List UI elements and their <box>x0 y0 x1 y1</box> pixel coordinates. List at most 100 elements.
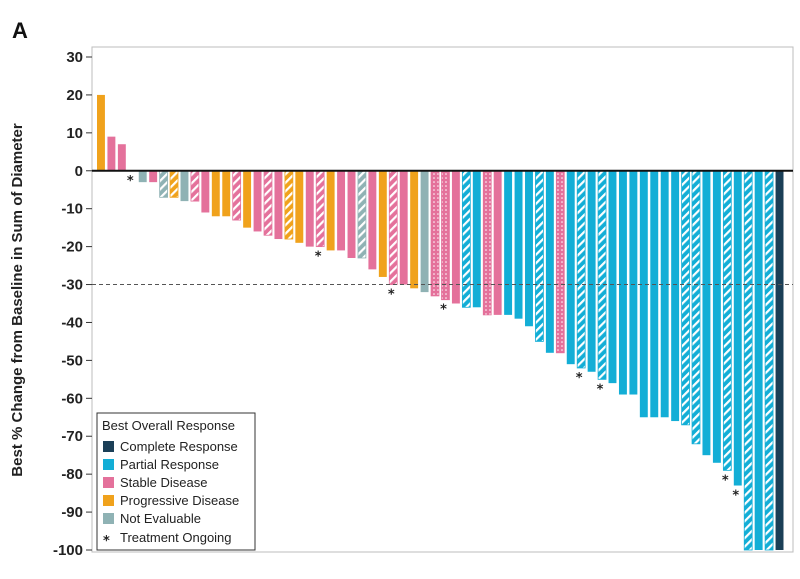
bar-stable-disease <box>201 170 210 213</box>
bar-partial-response <box>671 170 680 422</box>
treatment-ongoing-marker: * <box>732 489 739 504</box>
bar-partial-response <box>587 170 596 372</box>
treatment-ongoing-marker: * <box>440 303 447 318</box>
bar-partial-response <box>576 170 586 369</box>
bar-progressive-disease <box>410 170 419 289</box>
bar-stable-disease <box>337 170 346 251</box>
bar-partial-response <box>660 170 669 418</box>
y-tick-label: 20 <box>66 87 83 104</box>
bar-progressive-disease <box>243 170 252 228</box>
treatment-ongoing-marker: * <box>315 250 322 265</box>
bar-progressive-disease <box>284 170 294 240</box>
bar-not-evaluable <box>357 170 367 259</box>
bar-stable-disease <box>253 170 262 232</box>
bar-stable-disease <box>232 170 242 221</box>
treatment-ongoing-marker: * <box>388 288 395 303</box>
bar-progressive-disease <box>295 170 304 243</box>
bar-stable-disease <box>305 170 314 247</box>
legend-swatch-partial-response <box>103 459 114 470</box>
bar-partial-response <box>743 170 753 551</box>
bar-complete-response <box>775 170 784 550</box>
bar-progressive-disease <box>222 170 231 217</box>
bar-not-evaluable <box>159 170 168 198</box>
legend-symbol-treatment-ongoing: * <box>103 534 110 549</box>
y-tick-label: 30 <box>66 49 83 66</box>
panel-label: A <box>12 18 28 43</box>
bar-partial-response <box>525 170 533 327</box>
bar-stable-disease <box>555 170 565 354</box>
y-tick-label: -40 <box>61 314 83 331</box>
bar-progressive-disease <box>97 94 105 171</box>
bar-partial-response <box>722 170 732 471</box>
legend-swatch-complete-response <box>103 441 114 452</box>
legend-label-partial-response: Partial Response <box>120 457 219 472</box>
bar-partial-response <box>461 170 471 308</box>
treatment-ongoing-marker: * <box>127 174 134 189</box>
y-tick-label: -30 <box>61 277 83 294</box>
bar-progressive-disease <box>378 170 387 277</box>
bar-stable-disease <box>149 170 158 183</box>
y-axis-label: Best % Change from Baseline in Sum of Di… <box>9 123 26 477</box>
bar-partial-response <box>691 170 701 445</box>
bar-partial-response <box>566 170 575 365</box>
plot-frame <box>91 46 794 553</box>
bar-partial-response <box>472 170 481 308</box>
bar-partial-response <box>639 170 648 418</box>
bar-stable-disease <box>107 136 116 171</box>
bar-partial-response <box>608 170 617 384</box>
bar-stable-disease <box>117 144 126 171</box>
bars-layer <box>97 94 784 551</box>
y-axis: 30 20 10 0 -10 -20 -30 -40 -50 -60 -70 -80 -90 -100 <box>53 49 92 559</box>
legend-box <box>96 412 256 551</box>
y-tick-label: -70 <box>61 428 83 445</box>
legend-swatch-not-evaluable <box>103 513 114 524</box>
bar-stable-disease <box>368 170 377 270</box>
bar-partial-response <box>764 170 774 551</box>
bar-partial-response <box>535 170 544 342</box>
bar-stable-disease <box>190 170 200 202</box>
y-tick-label: -20 <box>61 239 83 256</box>
legend-swatch-stable-disease <box>103 477 114 488</box>
legend-label-complete-response: Complete Response <box>120 439 238 454</box>
ongoing-markers-layer: ******** <box>127 174 739 504</box>
bar-progressive-disease <box>169 170 179 198</box>
bar-partial-response <box>514 170 523 319</box>
bar-not-evaluable <box>180 170 189 202</box>
treatment-ongoing-marker: * <box>722 473 729 488</box>
bar-stable-disease <box>493 170 502 315</box>
bar-stable-disease <box>482 170 492 316</box>
y-tick-label: -50 <box>61 352 83 369</box>
bar-stable-disease <box>274 170 283 240</box>
treatment-ongoing-marker: * <box>597 382 604 397</box>
bar-partial-response <box>629 170 638 395</box>
bar-stable-disease <box>388 170 398 285</box>
legend-title: Best Overall Response <box>102 418 235 433</box>
legend-label-stable-disease: Stable Disease <box>120 475 207 490</box>
y-tick-label: -90 <box>61 504 83 521</box>
bar-partial-response <box>504 170 513 315</box>
bar-partial-response <box>733 170 742 486</box>
y-tick-label: -80 <box>61 466 83 483</box>
bar-partial-response <box>681 170 690 426</box>
bar-not-evaluable <box>138 170 147 183</box>
bar-stable-disease <box>315 170 325 248</box>
treatment-ongoing-marker: * <box>576 371 583 386</box>
bar-stable-disease <box>347 170 356 258</box>
legend-label-progressive-disease: Progressive Disease <box>120 493 239 508</box>
y-tick-label: -100 <box>53 542 83 559</box>
legend-label-treatment-ongoing: Treatment Ongoing <box>120 530 232 545</box>
legend-swatch-progressive-disease <box>103 495 114 506</box>
bar-stable-disease <box>441 170 450 301</box>
bar-not-evaluable <box>420 170 429 293</box>
legend-label-not-evaluable: Not Evaluable <box>120 511 201 526</box>
bar-progressive-disease <box>211 170 220 217</box>
bar-stable-disease <box>430 170 440 297</box>
bar-partial-response <box>597 170 607 380</box>
bar-partial-response <box>702 170 711 456</box>
y-tick-label: 10 <box>66 125 83 142</box>
bar-partial-response <box>545 170 554 353</box>
bar-stable-disease <box>399 170 408 285</box>
bar-partial-response <box>754 170 763 550</box>
